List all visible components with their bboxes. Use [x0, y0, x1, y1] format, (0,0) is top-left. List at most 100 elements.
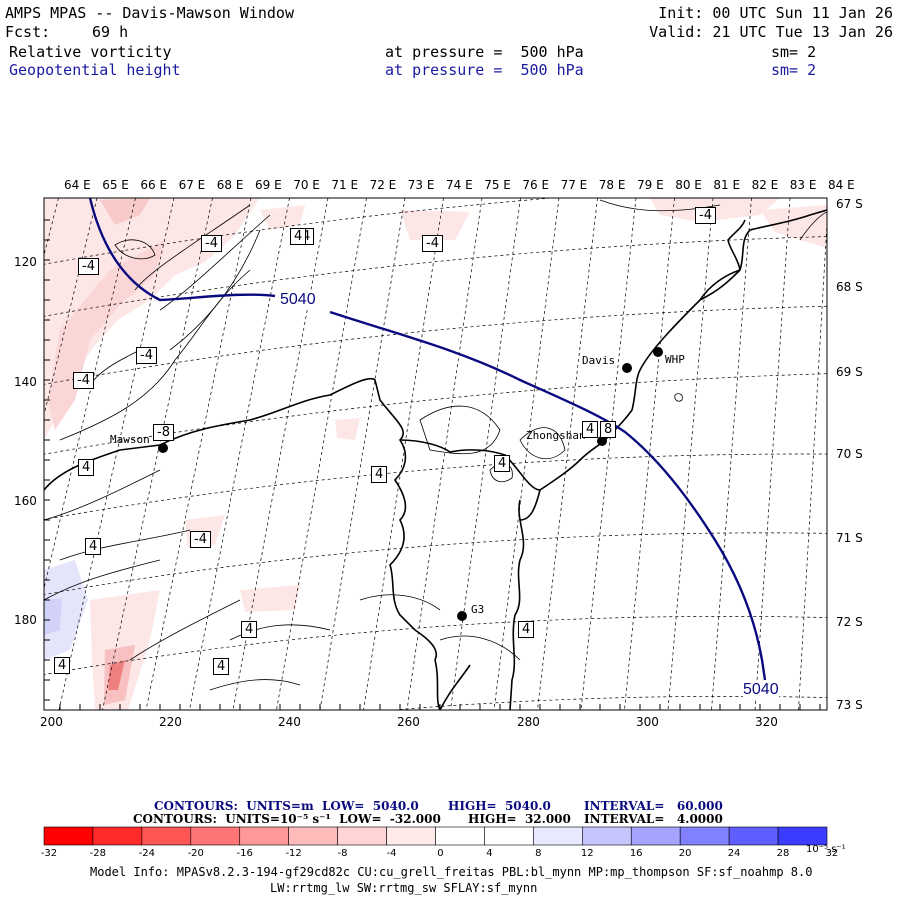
x-axis-label: 260	[397, 715, 420, 729]
graticule	[44, 198, 827, 710]
longitude-label: 69 E	[255, 178, 282, 192]
colorbar-tick-label: -20	[187, 848, 204, 859]
longitude-label: 71 E	[331, 178, 359, 192]
latitude-label: 72 S	[836, 615, 863, 629]
neg-vort-shade	[400, 210, 470, 240]
mawson-station-dot	[158, 443, 168, 453]
colorbar-segment	[337, 826, 387, 846]
x-axis-label: 300	[636, 715, 659, 729]
station-label-mawson: Mawson	[110, 433, 150, 446]
colorbar-segment	[386, 826, 436, 846]
station-label-whp: WHP	[665, 353, 685, 366]
colorbar-segment	[190, 826, 241, 846]
latitude-label: 67 S	[836, 197, 863, 211]
longitude-label: 80 E	[675, 178, 702, 192]
colorbar-tick-label: 8	[535, 848, 542, 859]
longitude-label: 68 E	[216, 178, 244, 192]
longitude-label: 84 E	[828, 178, 855, 192]
colorbar-tick-label: 4	[486, 848, 493, 859]
neg-vort-shade	[335, 418, 360, 440]
station-label-zhongshan: Zhongshan	[526, 429, 586, 442]
init-time: Init: 00 UTC Sun 11 Jan 26	[658, 4, 893, 22]
x-axis-label: 220	[159, 715, 182, 729]
longitude-label: 74 E	[446, 178, 473, 192]
vorticity-contour-label: -4	[201, 235, 222, 252]
height-contour-info: CONTOURS: UNITS=m LOW= 5040.0	[154, 799, 419, 813]
forecast-hour: 69 h	[92, 23, 129, 41]
longitude-label: 77 E	[560, 178, 588, 192]
forecast-label: Fcst:	[5, 23, 51, 41]
vorticity-contour-label: 4	[582, 421, 599, 438]
vorticity-contour-label: -4	[422, 235, 443, 252]
davis-station-dot	[622, 363, 632, 373]
neg-vort-shade	[760, 205, 827, 248]
pos-vort-shade	[44, 598, 62, 635]
neg-vort-shade	[108, 660, 125, 690]
vorticity-contour-label: -4	[190, 531, 211, 548]
y-axis-label: 160	[14, 494, 37, 508]
colorbar-segment	[728, 826, 779, 846]
vorticity-contour-label: -4	[695, 207, 716, 224]
field2-name: Geopotential height	[9, 61, 181, 79]
colorbar-tick-label: -32	[40, 848, 58, 859]
field1-smoothing: sm= 2	[771, 43, 817, 61]
longitude-label: 76 E	[522, 178, 550, 192]
vort-contour-high: HIGH= 32.000	[468, 812, 571, 826]
colorbar-tick-label: -16	[236, 848, 253, 859]
colorbar-segment	[92, 826, 143, 846]
colorbar-tick-label: 12	[580, 848, 594, 859]
latitude-label: 68 S	[836, 280, 863, 294]
colorbar-segment	[141, 826, 192, 846]
longitude-label: 81 E	[713, 178, 741, 192]
y-axis-label: 180	[14, 613, 37, 627]
colorbar-segment	[43, 826, 94, 846]
colorbar-segment	[679, 826, 730, 846]
vorticity-contour-label: 4	[54, 657, 71, 674]
field1-level: at pressure = 500 hPa	[385, 43, 584, 61]
x-axis-label: 200	[40, 715, 63, 729]
height-contour-label: 5040	[280, 291, 316, 308]
vorticity-contour-label: 4	[290, 228, 307, 245]
longitude-label: 65 E	[102, 178, 129, 192]
longitude-label: 66 E	[140, 178, 168, 192]
colorbar-tick-label: 20	[678, 848, 692, 859]
colorbar-tick-label: -24	[138, 848, 155, 859]
colorbar-tick-label: 0	[437, 848, 444, 859]
field2-smoothing: sm= 2	[771, 61, 817, 79]
latitude-label: 70 S	[836, 447, 863, 461]
longitude-label: 82 E	[751, 178, 779, 192]
vorticity-contour-label: 4	[213, 658, 230, 675]
longitude-label: 72 E	[369, 178, 397, 192]
colorbar-tick-label: 16	[629, 848, 643, 859]
longitude-label: 73 E	[407, 178, 435, 192]
x-axis-label: 240	[278, 715, 301, 729]
model-info-2: LW:rrtmg_lw SW:rrtmg_sw SFLAY:sf_mynn	[270, 881, 538, 895]
station-label-davis: Davis	[582, 354, 616, 367]
latitude-label: 69 S	[836, 365, 863, 379]
model-info: Model Info: MPASv8.2.3-194-gf29cd82c CU:…	[90, 865, 813, 879]
latitude-label: 73 S	[836, 698, 863, 712]
neg-vort-shade	[240, 585, 300, 612]
y-axis-label: 120	[14, 255, 37, 269]
latitude-label: 71 S	[836, 531, 863, 545]
vorticity-contour-label: 4	[494, 455, 511, 472]
coastline	[44, 209, 827, 710]
vorticity-contour-label: -8	[153, 424, 174, 441]
neg-vort-shade	[100, 198, 150, 225]
colorbar-segment	[435, 826, 485, 846]
colorbar-segment	[777, 826, 828, 846]
longitude-label: 78 E	[598, 178, 626, 192]
colorbar-segment	[484, 826, 534, 846]
colorbar-segment	[533, 826, 583, 846]
height-contour-high: HIGH= 5040.0	[448, 799, 551, 813]
longitude-label: 83 E	[789, 178, 817, 192]
colorbar-unit: 10⁻⁵ s⁻¹	[806, 844, 846, 855]
field1-name: Relative vorticity	[9, 43, 172, 61]
vorticity-contour-label: 4	[518, 621, 535, 638]
colorbar-tick-label: -12	[285, 848, 302, 859]
plot-frame	[43, 197, 828, 711]
longitude-label: 67 E	[178, 178, 206, 192]
vorticity-contour-label: 4	[241, 621, 258, 638]
longitude-label: 75 E	[484, 178, 511, 192]
height-contour	[88, 198, 767, 681]
